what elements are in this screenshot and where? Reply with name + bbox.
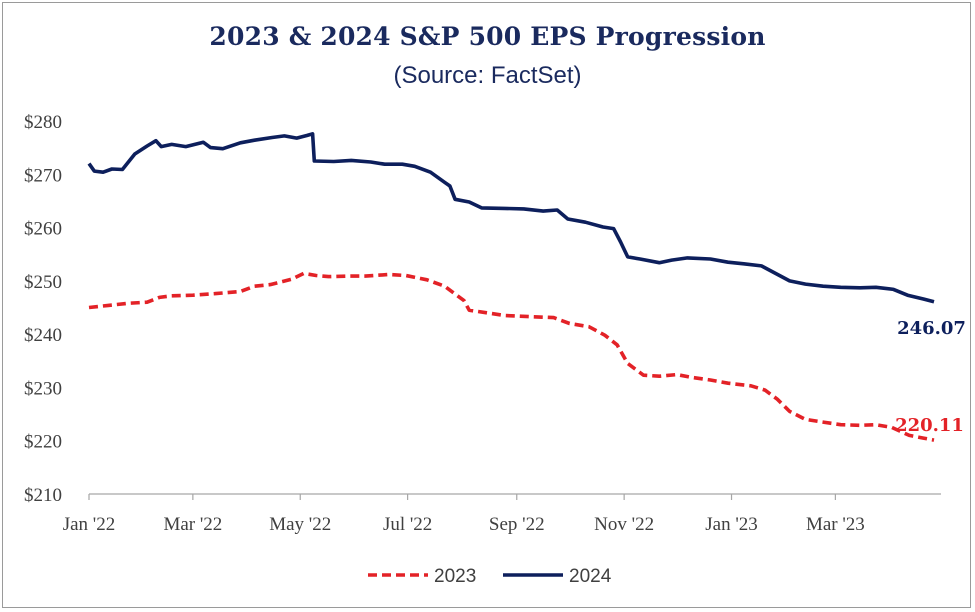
x-tick-label: Mar '23 <box>806 514 865 535</box>
x-tick-label: Jul '22 <box>383 514 432 535</box>
end-label-2024: 246.07 <box>897 318 966 339</box>
x-tick-label: Jan '23 <box>705 514 758 535</box>
series-line-2023 <box>88 271 935 442</box>
chart-subtitle: (Source: FactSet) <box>393 62 582 89</box>
y-axis-tick-labels: $280 $270 $260 $250 $240 $230 $220 $210 <box>24 112 62 506</box>
series-layer <box>87 132 935 442</box>
y-tick-label: $230 <box>24 378 62 399</box>
chart-title: 2023 & 2024 S&P 500 EPS Progression <box>209 22 766 51</box>
y-tick-label: $280 <box>24 112 62 133</box>
y-tick-label: $220 <box>24 432 62 453</box>
x-tick-label: Mar '22 <box>163 514 222 535</box>
y-tick-label: $260 <box>24 219 62 240</box>
end-label-2023: 220.11 <box>895 415 964 436</box>
legend-label-2024: 2024 <box>569 566 612 587</box>
y-tick-label: $270 <box>24 165 62 186</box>
end-labels: 220.11 246.07 <box>895 318 966 436</box>
x-axis: Jan '22 Mar '22 May '22 Jul '22 Sep '22 Nov '… <box>63 493 941 535</box>
y-tick-label: $210 <box>24 485 62 506</box>
x-tick-label: Sep '22 <box>489 514 545 535</box>
y-tick-label: $240 <box>24 325 62 346</box>
x-tick-label: May '22 <box>269 514 331 535</box>
legend-label-2023: 2023 <box>434 566 476 587</box>
legend: 2023 2024 <box>368 566 612 587</box>
x-tick-label: Nov '22 <box>594 514 654 535</box>
series-line-2024 <box>87 132 935 304</box>
x-tick-label: Jan '22 <box>63 514 116 535</box>
y-tick-label: $250 <box>24 272 62 293</box>
